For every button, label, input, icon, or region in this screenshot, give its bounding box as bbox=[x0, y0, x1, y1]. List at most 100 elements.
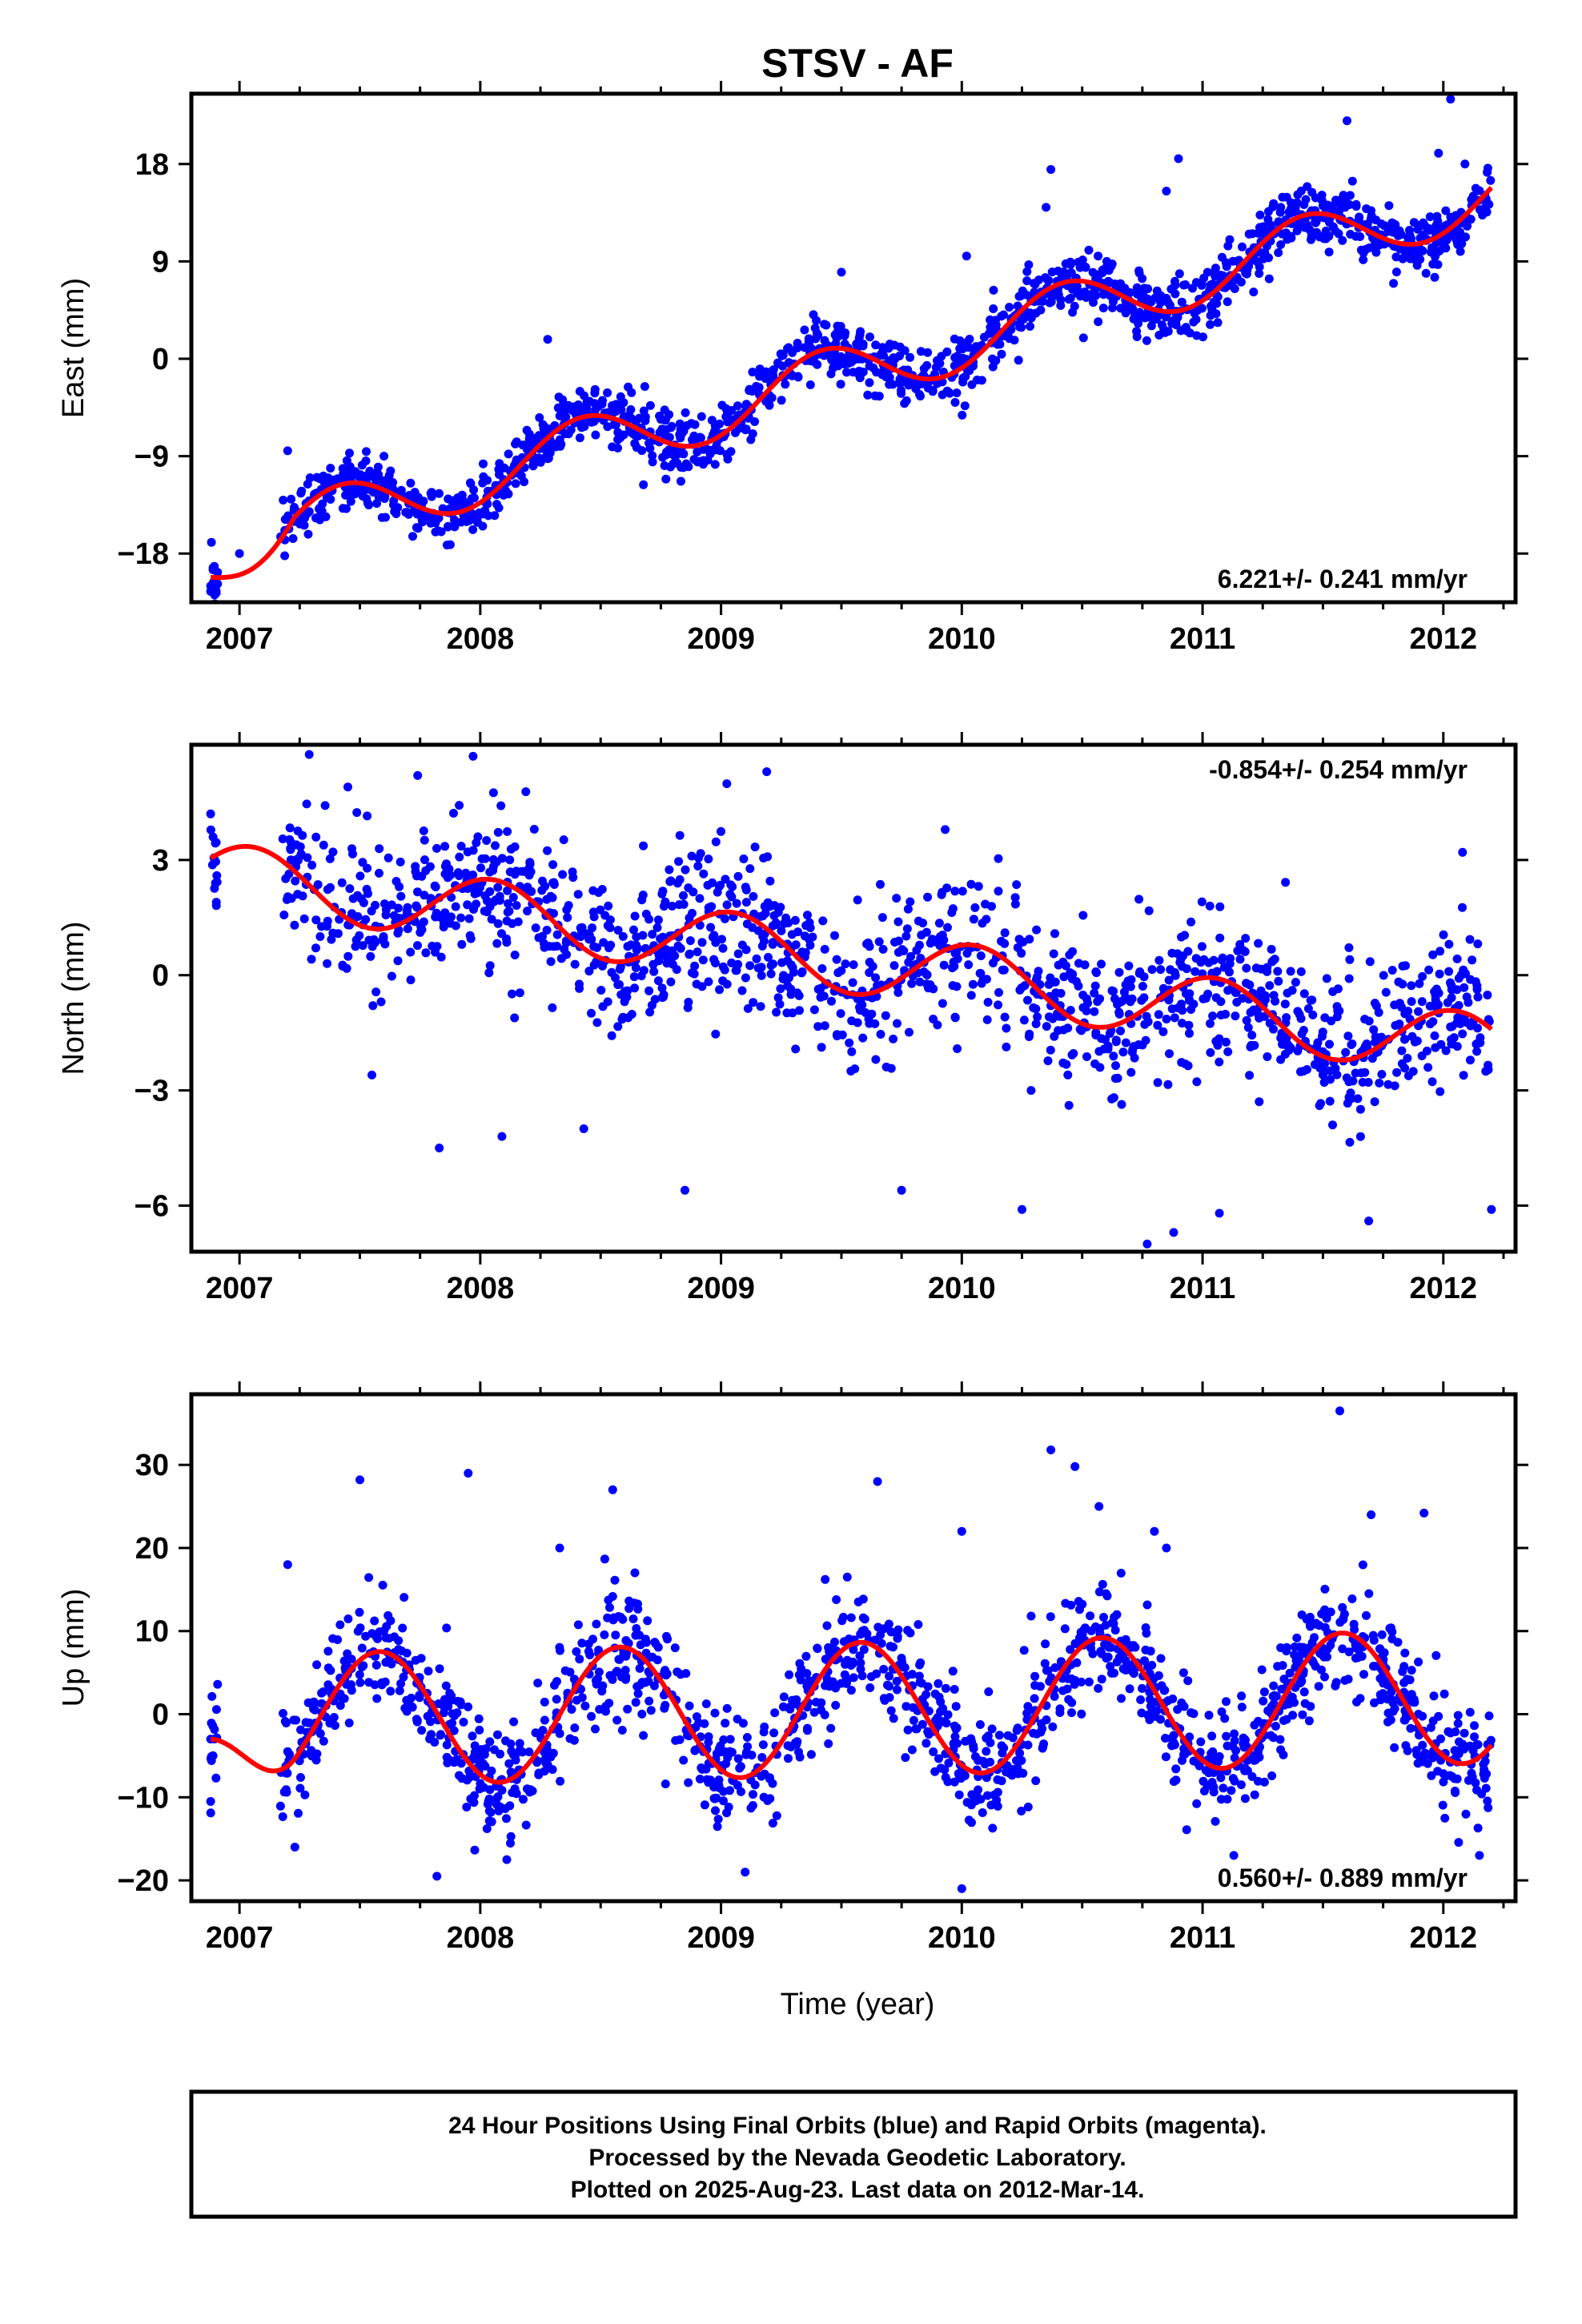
data-point bbox=[640, 382, 649, 392]
data-point bbox=[1010, 336, 1019, 345]
data-point bbox=[439, 919, 448, 928]
data-point bbox=[805, 338, 814, 348]
data-points bbox=[206, 1406, 1496, 1893]
data-point bbox=[1129, 1669, 1138, 1679]
data-point bbox=[889, 961, 899, 971]
data-point bbox=[1439, 1689, 1449, 1699]
data-point bbox=[1098, 304, 1108, 313]
plot-area bbox=[206, 94, 1496, 602]
data-point bbox=[1447, 1039, 1456, 1049]
data-point bbox=[456, 517, 466, 527]
data-point bbox=[1121, 1038, 1130, 1047]
data-point bbox=[1130, 1053, 1139, 1063]
data-point bbox=[982, 1747, 991, 1756]
data-point bbox=[749, 998, 758, 1007]
data-point bbox=[1215, 933, 1225, 943]
data-point bbox=[1019, 1646, 1029, 1655]
data-point bbox=[370, 1616, 379, 1626]
data-point bbox=[649, 967, 659, 976]
data-point bbox=[1082, 1006, 1091, 1015]
data-point bbox=[725, 1735, 735, 1744]
data-point bbox=[1063, 1023, 1073, 1033]
data-point bbox=[830, 1637, 839, 1647]
data-point bbox=[620, 997, 629, 1007]
data-point bbox=[1032, 925, 1042, 935]
data-point bbox=[417, 1726, 427, 1735]
data-point bbox=[885, 340, 894, 349]
data-point bbox=[639, 1731, 648, 1740]
data-point bbox=[1056, 295, 1066, 304]
data-point bbox=[1350, 1625, 1359, 1634]
data-point bbox=[648, 457, 657, 467]
data-point bbox=[288, 534, 298, 543]
data-point bbox=[653, 976, 663, 986]
data-point bbox=[758, 911, 768, 921]
data-point bbox=[767, 393, 777, 403]
data-point bbox=[1191, 278, 1201, 287]
data-point bbox=[500, 463, 509, 472]
data-point bbox=[287, 494, 296, 504]
data-point bbox=[596, 905, 605, 915]
data-point bbox=[1305, 1621, 1315, 1630]
data-point bbox=[325, 854, 335, 863]
data-point bbox=[432, 1872, 442, 1881]
data-point bbox=[1273, 967, 1283, 976]
data-point bbox=[863, 938, 873, 947]
data-point bbox=[1013, 301, 1022, 311]
data-point bbox=[504, 1759, 514, 1768]
data-point bbox=[427, 1730, 436, 1739]
data-point bbox=[1415, 979, 1424, 988]
data-point bbox=[826, 1723, 836, 1733]
data-point bbox=[441, 1681, 451, 1691]
data-point bbox=[579, 1124, 588, 1133]
data-point bbox=[1074, 257, 1083, 267]
x-tick-label: 2011 bbox=[1170, 1272, 1235, 1305]
data-point bbox=[949, 957, 958, 967]
data-point bbox=[1331, 1681, 1340, 1691]
data-point bbox=[1290, 1650, 1299, 1659]
data-point bbox=[1077, 1709, 1086, 1719]
data-point bbox=[412, 1715, 422, 1725]
data-point bbox=[337, 878, 347, 887]
data-point bbox=[1232, 256, 1242, 266]
data-point bbox=[1222, 262, 1231, 271]
data-point bbox=[442, 541, 452, 550]
data-point bbox=[383, 1610, 393, 1620]
data-point bbox=[529, 825, 539, 834]
data-point bbox=[420, 855, 429, 865]
data-point bbox=[1407, 997, 1416, 1007]
data-point bbox=[775, 999, 785, 1009]
data-point bbox=[738, 1719, 748, 1728]
data-point bbox=[448, 1719, 457, 1728]
data-point bbox=[853, 895, 862, 905]
data-point bbox=[580, 422, 589, 432]
data-point bbox=[486, 1807, 496, 1817]
data-point bbox=[665, 462, 675, 472]
data-point bbox=[1250, 1790, 1259, 1799]
data-point bbox=[803, 1726, 812, 1735]
data-point bbox=[1242, 1015, 1251, 1025]
data-point bbox=[590, 388, 600, 398]
data-point bbox=[208, 565, 218, 574]
data-point bbox=[942, 347, 952, 356]
data-point bbox=[820, 944, 829, 954]
data-point bbox=[1296, 967, 1306, 976]
data-point bbox=[549, 942, 559, 951]
data-point bbox=[1106, 1662, 1115, 1671]
data-point bbox=[1230, 284, 1239, 293]
data-point bbox=[1240, 947, 1250, 956]
data-point bbox=[1043, 1056, 1053, 1066]
data-point bbox=[893, 1685, 901, 1695]
data-point bbox=[684, 1778, 693, 1787]
data-point bbox=[304, 750, 314, 759]
data-point bbox=[531, 923, 540, 933]
data-point bbox=[1433, 1767, 1443, 1776]
data-point bbox=[580, 1701, 590, 1711]
data-point bbox=[716, 880, 725, 890]
data-point bbox=[1215, 1751, 1224, 1761]
data-point bbox=[540, 1715, 549, 1725]
data-point bbox=[1240, 1763, 1250, 1773]
data-point bbox=[1219, 963, 1229, 972]
data-point bbox=[1066, 257, 1075, 267]
data-point bbox=[476, 1779, 485, 1788]
